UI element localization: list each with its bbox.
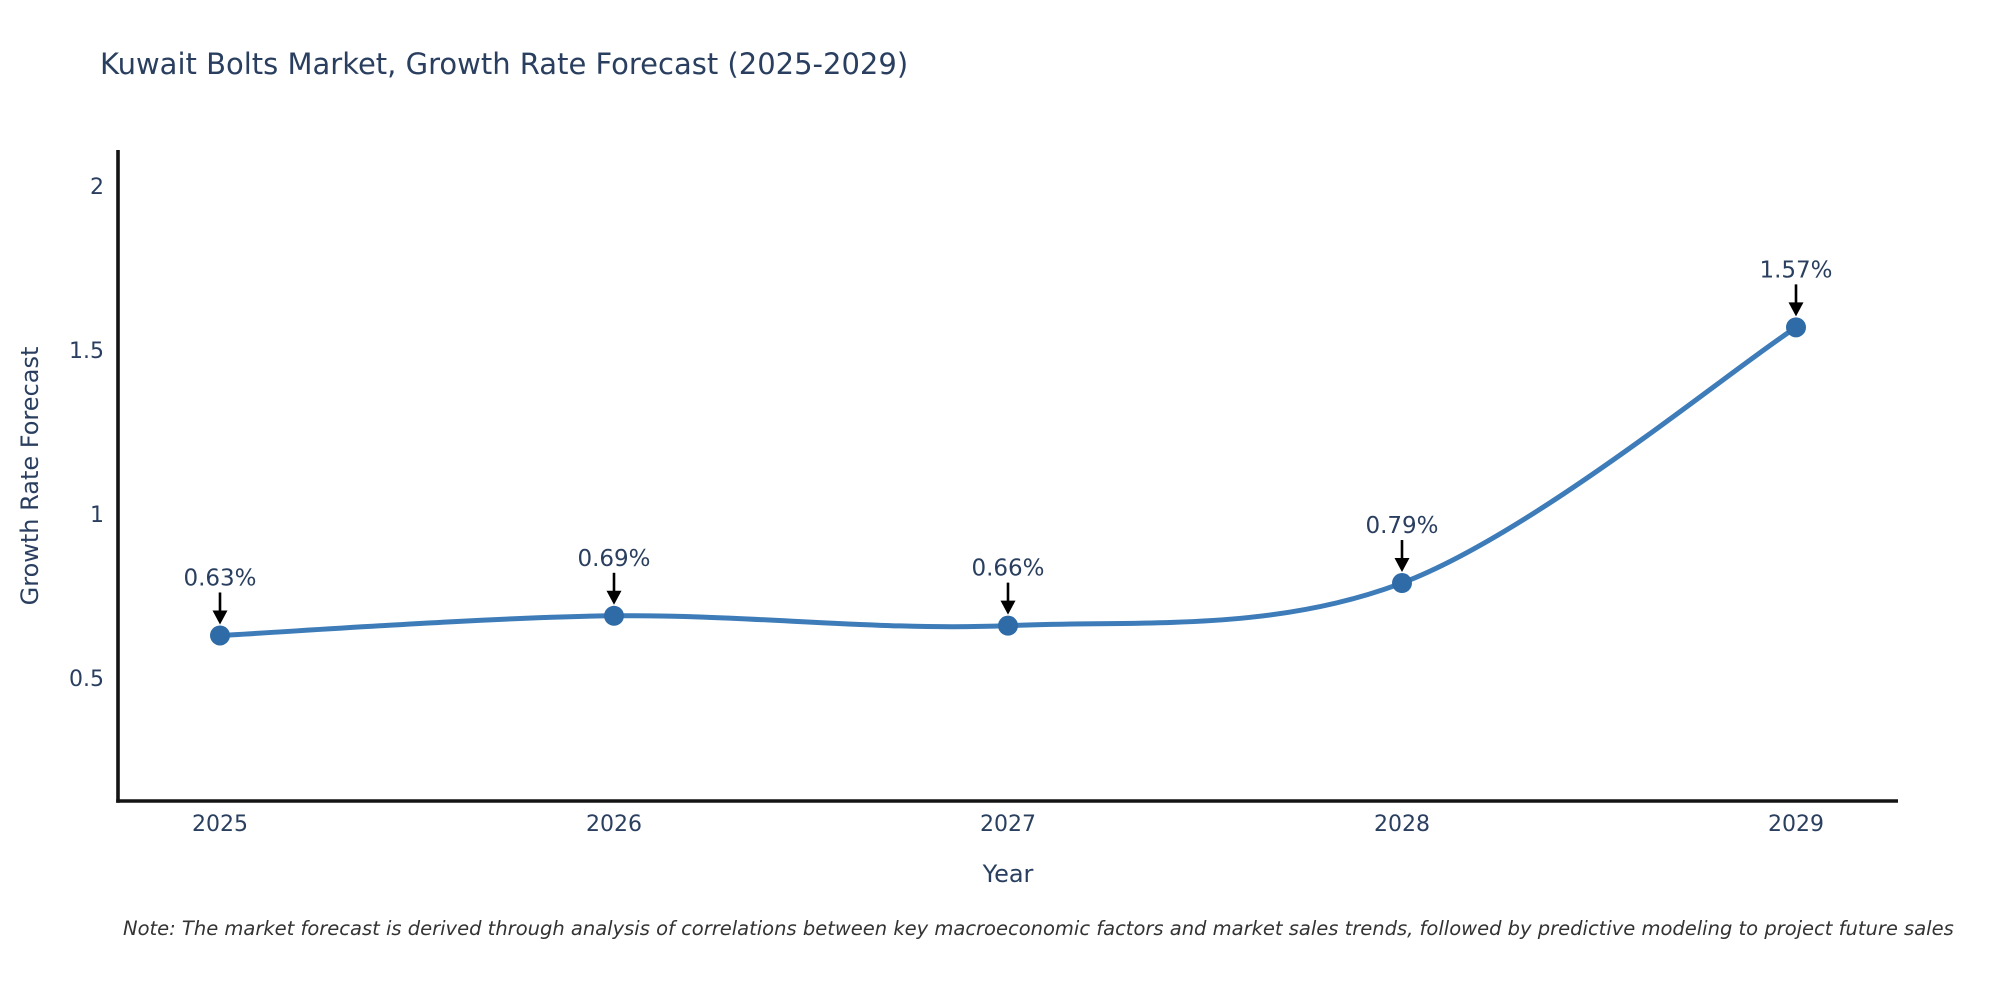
annotation-arrowhead: [1394, 558, 1410, 573]
y-axis-title: Growth Rate Forecast: [16, 346, 44, 606]
point-annotation: 0.66%: [971, 556, 1044, 582]
y-tick-label: 1: [90, 503, 104, 528]
y-tick-label: 1.5: [69, 339, 104, 364]
x-tick-label: 2029: [1768, 812, 1824, 837]
x-tick-label: 2027: [980, 812, 1036, 837]
point-annotation: 0.69%: [577, 546, 650, 572]
annotation-arrowhead: [1788, 302, 1804, 317]
point-annotation: 1.57%: [1759, 257, 1832, 283]
data-point-marker: [604, 605, 624, 626]
data-point-marker: [998, 615, 1018, 636]
y-tick-label: 0.5: [69, 667, 104, 692]
data-point-marker: [1392, 573, 1412, 594]
annotation-arrowhead: [606, 590, 622, 605]
x-tick-label: 2026: [586, 812, 642, 837]
data-point-marker: [210, 625, 230, 646]
x-tick-label: 2028: [1374, 812, 1430, 837]
point-annotation: 0.79%: [1365, 513, 1438, 539]
chart-note: Note: The market forecast is derived thr…: [123, 917, 1954, 940]
y-tick-label: 2: [90, 175, 104, 200]
annotation-arrowhead: [212, 610, 228, 625]
x-axis-title: Year: [982, 860, 1034, 888]
point-annotation: 0.63%: [183, 566, 256, 592]
data-point-marker: [1786, 317, 1806, 338]
x-tick-label: 2025: [192, 812, 248, 837]
chart-title: Kuwait Bolts Market, Growth Rate Forecas…: [100, 47, 909, 81]
annotation-arrowhead: [1000, 600, 1016, 615]
